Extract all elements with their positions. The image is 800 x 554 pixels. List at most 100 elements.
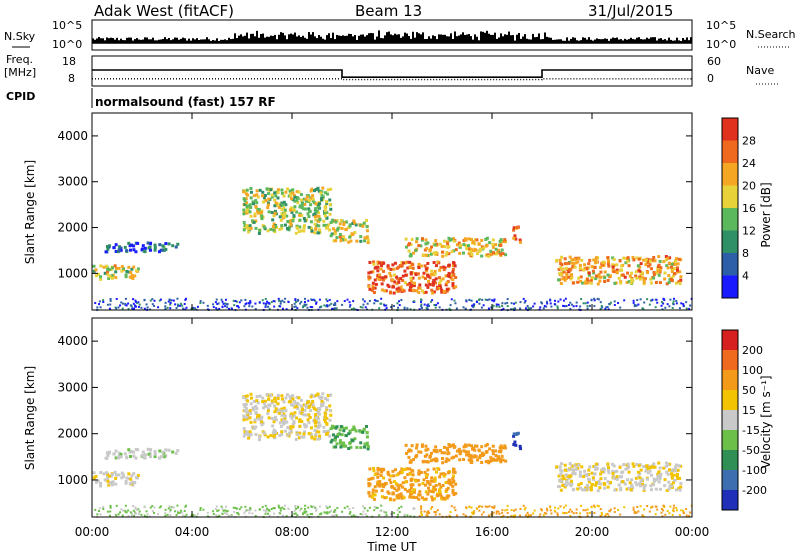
power-cell <box>143 246 147 250</box>
velocity-cell <box>171 450 175 454</box>
velocity-cell <box>613 507 616 510</box>
power-cell <box>454 248 458 252</box>
power-cell <box>646 298 649 301</box>
power-cell <box>336 226 340 230</box>
power-cell <box>514 301 517 304</box>
nsky-bar <box>284 35 286 43</box>
power-cell <box>253 212 257 216</box>
power-cell <box>397 306 400 309</box>
power-cell <box>608 303 611 306</box>
velocity-cell <box>415 496 419 500</box>
velocity-cell <box>264 504 267 507</box>
power-cell <box>121 267 125 271</box>
power-cell <box>121 307 124 310</box>
power-cell <box>573 257 577 261</box>
power-cell <box>321 195 325 199</box>
power-cell <box>658 270 662 274</box>
power-cell <box>325 298 328 301</box>
velocity-cell <box>662 466 666 470</box>
nsky-bar <box>238 35 240 43</box>
power-cell <box>134 300 137 303</box>
nsky-bar <box>354 35 356 43</box>
velocity-cell <box>164 512 167 515</box>
nsky-bar <box>140 39 142 43</box>
velocity-cell <box>365 435 369 439</box>
velocity-cell <box>236 512 239 515</box>
velocity-cell <box>110 480 114 484</box>
velocity-cell <box>670 469 674 473</box>
power-cell <box>293 199 297 203</box>
power-cell <box>558 258 562 262</box>
power-cell <box>428 248 432 252</box>
velocity-cell <box>317 430 321 434</box>
power-cell <box>576 260 580 264</box>
nsky-bar <box>294 32 296 43</box>
velocity-cell <box>433 510 436 513</box>
power-cell <box>441 254 445 258</box>
power-cell <box>264 305 267 308</box>
velocity-cell <box>289 403 293 407</box>
velocity-cell <box>369 477 373 481</box>
nsky-bar <box>564 40 566 43</box>
power-cell <box>334 302 337 305</box>
power-cell <box>218 307 221 310</box>
power-cell <box>435 242 439 246</box>
velocity-cell <box>432 467 436 471</box>
power-cell <box>633 303 636 306</box>
velocity-cell <box>403 467 407 471</box>
velocity-cell <box>255 399 259 403</box>
power-cell <box>119 248 123 252</box>
velocity-cell <box>408 472 412 476</box>
velocity-cell <box>621 480 625 484</box>
velocity-cell <box>115 473 119 477</box>
velocity-cell <box>382 476 386 480</box>
power-cell <box>106 303 109 306</box>
power-cell <box>619 306 622 309</box>
power-cell <box>307 207 311 211</box>
power-cell <box>232 299 235 302</box>
velocity-cell <box>217 509 220 512</box>
velocity-cell <box>667 487 671 491</box>
power-cell <box>261 194 265 198</box>
velocity-cell <box>673 504 676 507</box>
power-cell <box>599 270 603 274</box>
power-cell <box>142 249 146 253</box>
velocity-cell <box>422 478 426 482</box>
power-cell <box>631 279 635 283</box>
velocity-cell <box>565 480 569 484</box>
velocity-cell <box>212 513 215 516</box>
velocity-cell <box>177 511 180 514</box>
nsky-bar <box>262 33 264 43</box>
velocity-cell <box>652 477 656 481</box>
power-cell <box>638 269 642 273</box>
power-cell <box>415 289 419 293</box>
velocity-cell <box>325 416 329 420</box>
nsky-bar <box>514 40 516 43</box>
power-cell <box>135 305 138 308</box>
velocity-cell <box>176 504 179 507</box>
velocity-cell <box>458 452 462 456</box>
velocity-cell <box>244 510 247 513</box>
power-cell <box>446 242 450 246</box>
power-cell <box>376 269 380 273</box>
velocity-cell <box>528 515 531 518</box>
velocity-cell <box>688 514 691 517</box>
velocity-cell <box>325 407 329 411</box>
power-cell <box>451 278 455 282</box>
power-cell <box>253 214 257 218</box>
power-cell <box>561 268 565 272</box>
power-cell <box>596 275 600 279</box>
velocity-cell <box>606 462 610 466</box>
power-cell <box>129 304 132 307</box>
power-cell <box>623 275 627 279</box>
velocity-cell <box>259 416 263 420</box>
nsky-bar <box>478 40 480 43</box>
velocity-cell <box>606 485 610 489</box>
nsky-label: N.Sky <box>4 30 36 43</box>
velocity-cell <box>580 465 584 469</box>
velocity-cell <box>477 448 481 452</box>
power-cell <box>418 283 422 287</box>
power-cell <box>402 289 406 293</box>
velocity-cell <box>627 470 631 474</box>
velocity-cell <box>294 437 298 441</box>
